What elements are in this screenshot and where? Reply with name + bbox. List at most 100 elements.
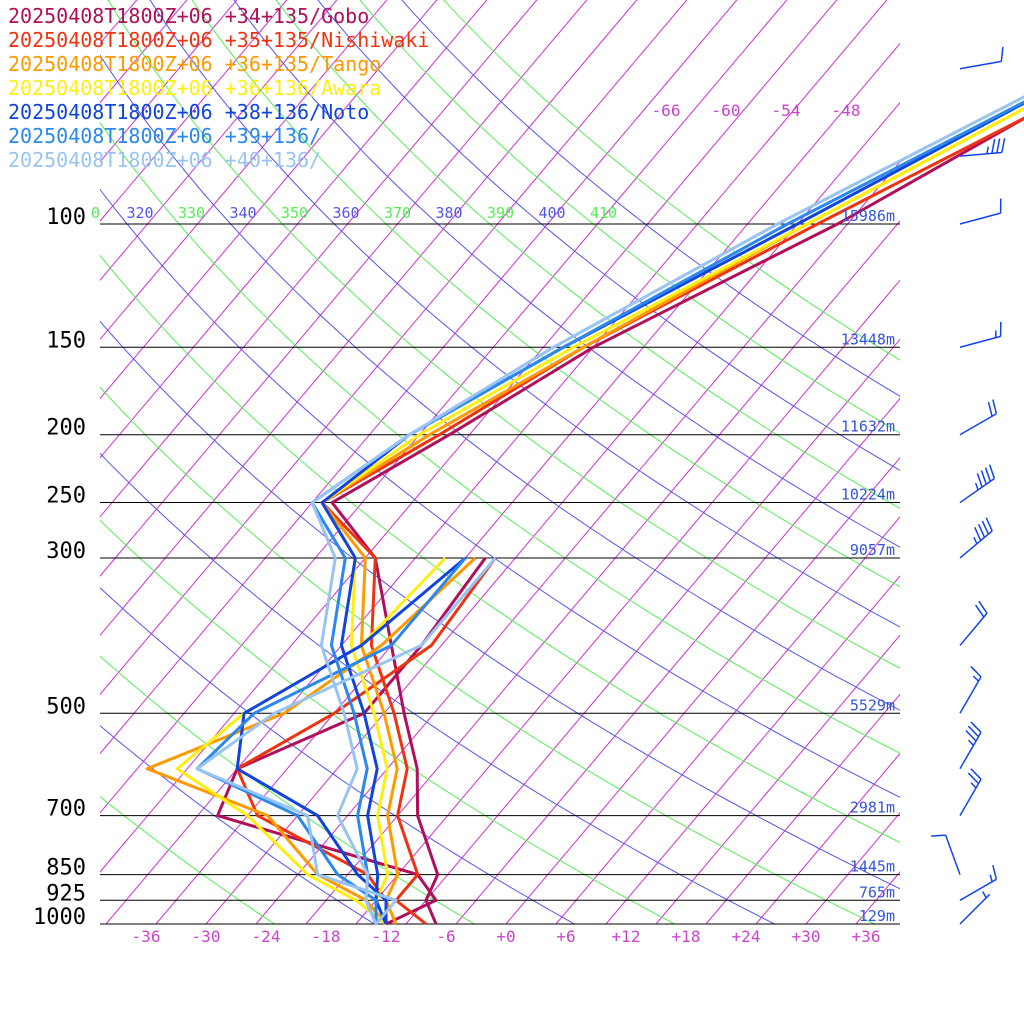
- wind-barb-shaft: [959, 151, 1002, 157]
- dewpoint-profile: [195, 557, 467, 924]
- height-label: 13448m: [841, 330, 895, 348]
- isotherm-line: [655, 634, 900, 924]
- wind-barb-full: [991, 138, 996, 154]
- dewpoint-profile: [216, 557, 487, 926]
- wind-barb-shaft: [944, 834, 961, 875]
- isotherm-line: [505, 456, 900, 924]
- isotherm-line: [1006, 0, 1024, 924]
- wind-barb: [959, 321, 1002, 348]
- isobar-layer: [100, 223, 900, 925]
- temperature-tick-label: +0: [496, 927, 515, 946]
- height-label: 1445m: [850, 858, 895, 876]
- height-label: 129m: [859, 907, 895, 925]
- wind-barb-shaft: [959, 676, 982, 714]
- theta-label: 390: [487, 204, 514, 222]
- isotherm-line: [100, 0, 838, 873]
- upper-isotherm-label: -48: [832, 101, 861, 120]
- temperature-profile: [320, 116, 1024, 926]
- wind-barb-full: [988, 464, 996, 479]
- wind-barb-shaft: [959, 212, 1001, 225]
- wind-barb-half: [989, 874, 993, 882]
- wind-barb-half: [972, 675, 980, 682]
- wind-barb-full: [980, 470, 987, 485]
- dry-adiabat-line: [107, 0, 900, 669]
- pressure-label: 200: [46, 416, 86, 441]
- wind-barb: [959, 665, 982, 714]
- dry-adiabat-line: [191, 0, 900, 588]
- upper-isotherm-label: -66: [652, 101, 681, 120]
- temperature-profile: [310, 95, 1024, 925]
- isotherm-line: [100, 0, 738, 755]
- wind-barb-shaft: [959, 778, 982, 816]
- wind-barb-full: [970, 665, 982, 678]
- wind-barb-full: [965, 730, 977, 742]
- theta-label: 370: [384, 204, 411, 222]
- wind-barb-shaft: [959, 731, 982, 770]
- wind-barb-shaft: [959, 878, 997, 901]
- isotherm-line: [100, 0, 688, 696]
- wind-barb-full: [931, 834, 946, 837]
- pressure-label: 100: [46, 205, 86, 230]
- wind-barb-shaft: [959, 335, 1001, 348]
- dry-adiabat-line: [359, 0, 900, 434]
- isotherm-line: [100, 0, 788, 814]
- grid-layer: [100, 0, 1024, 924]
- isotherm-line: [455, 397, 900, 924]
- legend-entry: 20250408T1800Z+06 +40+136/: [8, 148, 322, 172]
- wind-barb-shaft: [959, 60, 1002, 70]
- dry-adiabat-line: [100, 188, 900, 798]
- theta-label: 330: [178, 204, 205, 222]
- wind-barb: [959, 198, 1002, 225]
- legend-entry: 20250408T1800Z+06 +34+135/Gobo: [8, 4, 370, 28]
- wind-barb-half: [967, 739, 975, 746]
- label-layer: 100 15986m 150 13448m 200 11632m 250 10224m 300 9…: [33, 101, 895, 946]
- dry-adiabat-line: [100, 587, 575, 924]
- dry-adiabat-line: [100, 320, 900, 890]
- theta-label: 410: [590, 204, 617, 222]
- temperature-profile: [310, 100, 1024, 925]
- theta-label: 320: [126, 204, 153, 222]
- dry-adiabat-line: [100, 452, 775, 924]
- height-label: 9057m: [850, 541, 895, 559]
- wind-barb-shaft: [959, 612, 988, 646]
- temperature-tick-label: +18: [672, 927, 701, 946]
- wind-barb-half: [970, 782, 977, 789]
- temperature-tick-label: -36: [132, 927, 161, 946]
- height-label: 2981m: [850, 799, 895, 817]
- wind-barb: [959, 721, 982, 770]
- temperature-tick-label: -30: [192, 927, 221, 946]
- pressure-label: 300: [46, 539, 86, 564]
- dry-adiabat-line: [317, 0, 900, 471]
- wind-barb-full: [996, 138, 1001, 154]
- theta-label: 350: [281, 204, 308, 222]
- wind-barb-full: [977, 523, 986, 538]
- wind-barb: [959, 46, 1004, 70]
- wind-barb: [959, 768, 982, 816]
- temperature-profile: [320, 101, 1024, 925]
- isotherm-line: [100, 0, 538, 518]
- wind-barb-full: [981, 520, 990, 535]
- wind-barb: [959, 138, 1006, 157]
- wind-barb-full: [967, 725, 980, 738]
- isotherm-line: [305, 220, 900, 924]
- wind-barb-half: [981, 891, 987, 899]
- legend-entry: 20250408T1800Z+06 +38+136/Noto: [8, 100, 370, 124]
- pressure-label: 250: [46, 484, 86, 509]
- isotherm-line: [555, 516, 900, 924]
- temperature-profile: [330, 116, 1024, 925]
- theta-label: 360: [332, 204, 359, 222]
- legend-entry: 20250408T1800Z+06 +36+136/Awara: [8, 76, 382, 100]
- dry-adiabat-line: [233, 0, 900, 548]
- wind-barb-full: [987, 401, 993, 417]
- legend-entry: 20250408T1800Z+06 +35+135/Nishiwaki: [8, 28, 430, 52]
- isotherm-line: [100, 0, 438, 400]
- wind-barb-full: [970, 768, 982, 780]
- isotherm-line: [255, 161, 900, 924]
- wind-barb: [959, 399, 998, 436]
- wind-barb-shaft: [959, 413, 997, 436]
- wind-barb-full: [1000, 46, 1004, 62]
- theta-label: 400: [538, 204, 565, 222]
- wind-barb-full: [970, 721, 982, 733]
